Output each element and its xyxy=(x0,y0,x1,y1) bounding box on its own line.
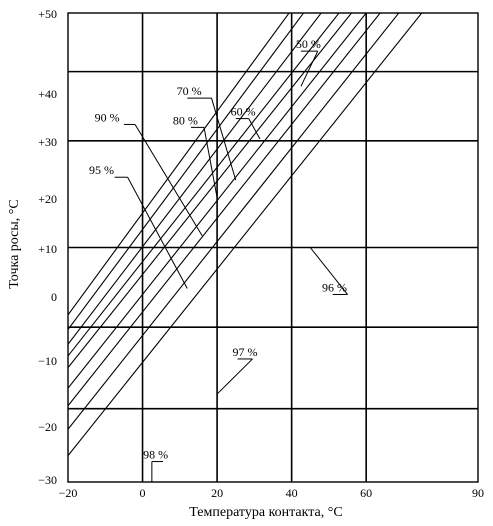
series-label: 50 % xyxy=(296,37,321,51)
series-line xyxy=(68,13,290,316)
label-leader xyxy=(248,118,261,140)
y-tick-label: +10 xyxy=(38,242,57,256)
x-tick-label: 90 xyxy=(472,486,484,500)
series-label: 98 % xyxy=(143,448,168,462)
grid xyxy=(67,12,479,483)
series-label: 90 % xyxy=(95,110,120,124)
series-line xyxy=(68,13,353,369)
label-leader xyxy=(216,358,253,395)
x-tick-label: 0 xyxy=(140,486,146,500)
series-label: 96 % xyxy=(322,280,347,294)
y-axis-label: Точка росы, °C xyxy=(7,199,22,288)
label-leader xyxy=(134,124,203,237)
x-tick-label: 60 xyxy=(360,486,372,500)
y-tick-label: +20 xyxy=(38,192,57,206)
label-leader xyxy=(127,176,188,289)
y-tick-label: −20 xyxy=(38,420,57,434)
series-line xyxy=(68,13,340,357)
y-tick-label: +30 xyxy=(38,135,57,149)
label-leader xyxy=(309,247,348,295)
series-label: 97 % xyxy=(233,345,258,359)
x-tick-label: −20 xyxy=(59,486,78,500)
series-label: 70 % xyxy=(177,84,202,98)
series-line xyxy=(68,13,322,345)
series-line xyxy=(68,13,400,430)
series-line xyxy=(68,13,381,407)
series-line xyxy=(68,13,305,330)
series-label: 95 % xyxy=(89,163,114,177)
series-label: 60 % xyxy=(231,105,256,119)
label-leader xyxy=(203,127,218,198)
x-axis-label: Температура контакта, °C xyxy=(189,505,342,520)
series-line xyxy=(68,13,423,456)
x-tick-label: 20 xyxy=(211,486,223,500)
series-label: 80 % xyxy=(173,113,198,127)
y-tick-label: −30 xyxy=(38,473,57,487)
series-labels: 50 % 60 % 70 % 80 % 90 % 95 % 96 % 97 % 98 % xyxy=(89,37,348,482)
series-line xyxy=(68,13,367,389)
series-lines xyxy=(68,13,423,456)
x-tick-label: 40 xyxy=(286,486,298,500)
label-leader xyxy=(300,50,319,87)
label-leader xyxy=(211,97,237,181)
y-tick-label: 0 xyxy=(51,290,57,304)
tick-labels: −20 0 20 40 60 90+50+40+30+20+100−10−20−30 xyxy=(38,7,484,500)
y-tick-label: −10 xyxy=(38,354,57,368)
y-tick-label: +40 xyxy=(38,87,57,101)
y-tick-label: +50 xyxy=(38,7,57,21)
